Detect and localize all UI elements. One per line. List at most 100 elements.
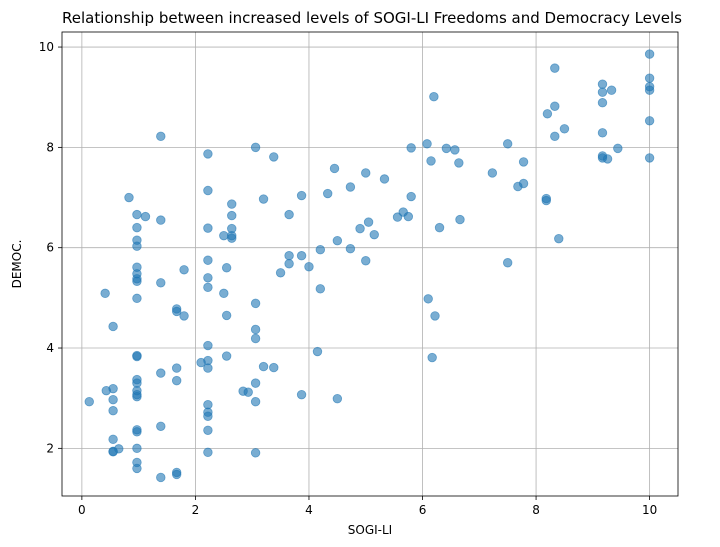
data-point: [644, 73, 655, 83]
data-point: [284, 259, 294, 269]
data-point: [361, 168, 371, 178]
data-point: [550, 63, 560, 73]
data-point: [518, 157, 529, 167]
data-point: [171, 469, 182, 480]
data-point: [597, 98, 608, 108]
data-points: [84, 49, 655, 483]
data-point: [203, 363, 213, 373]
data-point: [132, 222, 142, 233]
data-point: [542, 109, 553, 119]
data-point: [644, 85, 655, 95]
data-point: [541, 195, 551, 206]
x-axis-label: SOGI-LI: [348, 523, 392, 537]
data-point: [108, 383, 118, 394]
data-point: [518, 178, 529, 189]
data-point: [296, 190, 307, 201]
y-tick-label: 4: [46, 341, 54, 355]
data-point: [403, 211, 414, 222]
data-point: [502, 258, 513, 268]
data-point: [203, 447, 213, 458]
data-point: [361, 256, 371, 266]
data-point: [227, 199, 237, 209]
data-point: [269, 152, 279, 162]
data-point: [132, 463, 142, 474]
x-tick-label: 8: [532, 503, 540, 517]
data-point: [269, 362, 279, 373]
data-point: [250, 298, 261, 309]
data-point: [606, 85, 617, 95]
x-tick-label: 10: [642, 503, 657, 517]
data-point: [100, 288, 110, 299]
data-point: [156, 131, 166, 142]
data-point: [487, 168, 498, 178]
y-tick-label: 10: [39, 40, 54, 54]
data-point: [221, 310, 232, 321]
data-point: [219, 230, 229, 241]
data-point: [227, 233, 237, 243]
data-point: [132, 351, 142, 362]
data-point: [559, 124, 570, 134]
data-point: [227, 210, 237, 221]
data-point: [296, 389, 307, 400]
data-point: [258, 361, 269, 372]
grid-lines: [62, 32, 678, 496]
data-point: [156, 215, 166, 225]
data-point: [427, 352, 437, 363]
data-point: [203, 273, 213, 283]
data-point: [132, 391, 142, 402]
data-point: [406, 191, 416, 202]
data-point: [597, 87, 608, 97]
data-point: [406, 143, 416, 153]
data-point: [132, 293, 142, 304]
data-point: [455, 214, 465, 225]
data-point: [644, 116, 655, 126]
data-point: [332, 235, 343, 246]
data-point: [108, 394, 118, 405]
data-point: [597, 128, 608, 138]
data-point: [613, 143, 623, 154]
data-point: [550, 131, 560, 142]
data-point: [132, 241, 142, 251]
data-point: [644, 153, 655, 163]
x-tick-label: 6: [419, 503, 427, 517]
data-point: [179, 265, 189, 275]
data-point: [550, 101, 560, 111]
y-tick-label: 8: [46, 140, 54, 154]
data-point: [156, 421, 166, 431]
data-point: [171, 375, 182, 386]
data-point: [250, 333, 261, 344]
data-point: [250, 142, 261, 153]
data-point: [315, 245, 326, 255]
data-point: [441, 143, 452, 154]
data-point: [171, 363, 182, 373]
data-point: [296, 251, 307, 261]
data-point: [203, 255, 213, 265]
data-point: [312, 346, 323, 357]
data-point: [203, 223, 213, 233]
data-point: [203, 411, 213, 421]
data-point: [284, 251, 294, 261]
data-point: [203, 185, 213, 196]
data-point: [156, 278, 166, 288]
data-point: [250, 396, 261, 407]
data-point: [323, 188, 333, 199]
data-point: [422, 139, 432, 149]
data-point: [602, 154, 613, 164]
data-point: [434, 222, 445, 233]
data-point: [329, 163, 340, 174]
data-point: [124, 192, 134, 203]
data-point: [219, 288, 229, 299]
data-point: [156, 472, 166, 483]
data-point: [502, 139, 513, 149]
data-point: [355, 223, 365, 234]
data-point: [108, 406, 118, 416]
data-point: [284, 209, 294, 220]
data-point: [108, 434, 118, 445]
data-point: [203, 425, 213, 435]
data-point: [132, 209, 142, 220]
data-point: [132, 276, 142, 287]
data-point: [250, 324, 261, 335]
y-ticks: 2 4 6 8 10: [39, 40, 62, 455]
data-point: [430, 311, 440, 321]
